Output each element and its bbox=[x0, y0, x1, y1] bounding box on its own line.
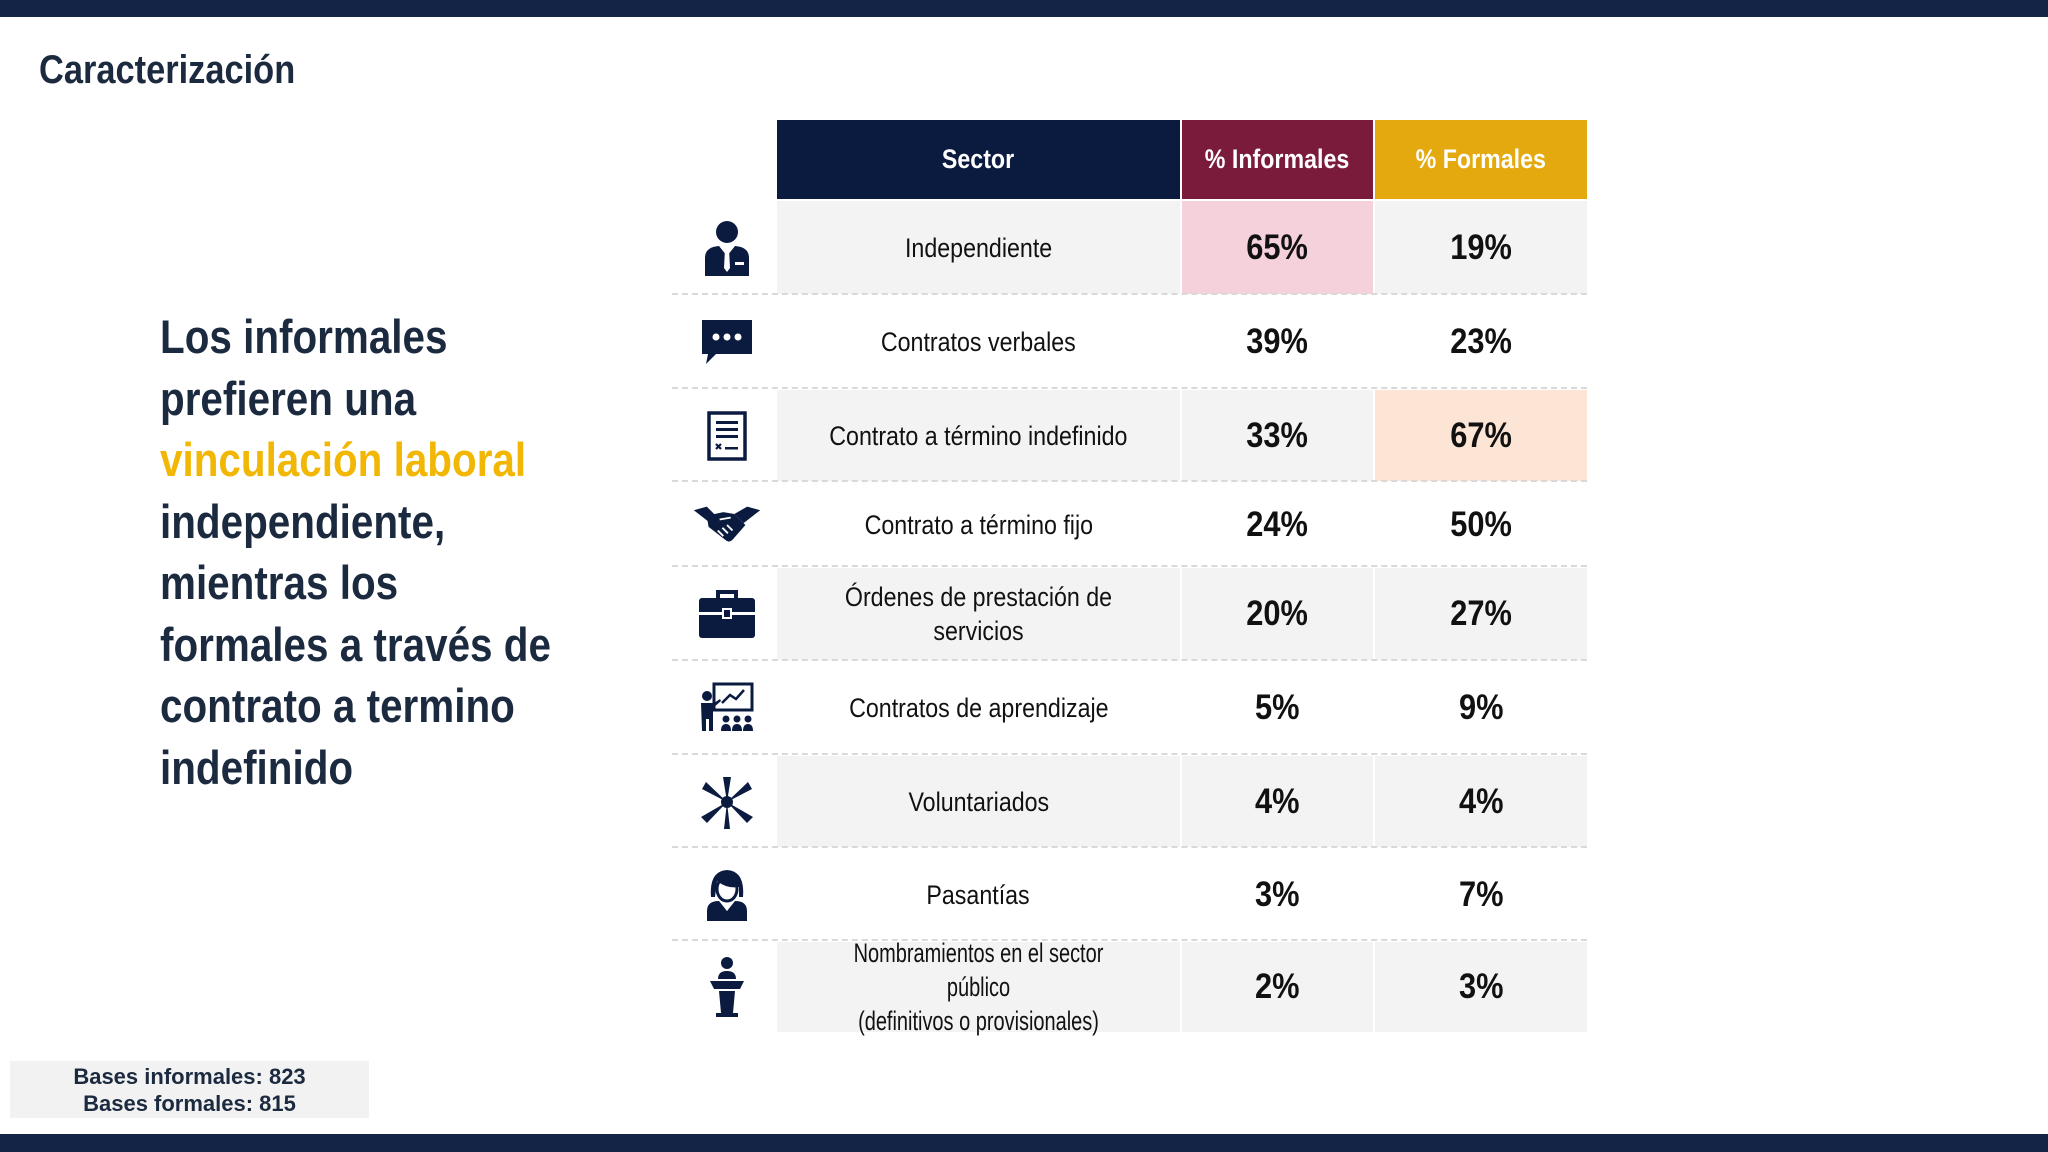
formales-cell: 9% bbox=[1458, 688, 1504, 727]
table-row: Nombramientos en el sector público (defin… bbox=[672, 938, 1587, 1036]
row-divider bbox=[672, 387, 1587, 389]
headline-line: prefieren una bbox=[160, 371, 417, 425]
formales-cell: 23% bbox=[1450, 322, 1512, 361]
row-divider bbox=[672, 565, 1587, 567]
table-row: Independiente 65% 19% bbox=[672, 201, 1587, 295]
intern-woman-icon bbox=[692, 849, 762, 940]
row-divider bbox=[672, 753, 1587, 755]
sector-cell: Órdenes de prestación de servicios bbox=[777, 568, 1180, 660]
sector-cell: Independiente bbox=[777, 201, 1180, 294]
row-divider bbox=[672, 293, 1587, 295]
headline-text: Los informales prefieren una vinculación… bbox=[160, 306, 564, 798]
header-sector: Sector bbox=[777, 120, 1180, 199]
bases-informales: Bases informales: 823 bbox=[73, 1064, 306, 1089]
header-formales: % Formales bbox=[1375, 120, 1587, 199]
table-row: Contratos verbales 39% 23% bbox=[672, 296, 1587, 389]
formales-cell: 27% bbox=[1375, 568, 1587, 660]
slide-title: Caracterización bbox=[39, 48, 296, 92]
chat-bubble-icon bbox=[692, 296, 762, 388]
formales-cell: 4% bbox=[1375, 756, 1587, 847]
row-divider bbox=[672, 939, 1587, 941]
handshake-icon bbox=[692, 483, 762, 566]
sector-cell: Contratos verbales bbox=[881, 327, 1076, 357]
sector-cell: Contrato a término fijo bbox=[864, 509, 1093, 540]
headline-line: indefinido bbox=[160, 740, 354, 794]
sector-cell: Contratos de aprendizaje bbox=[848, 693, 1109, 723]
formales-cell: 50% bbox=[1450, 504, 1512, 544]
formales-cell: 19% bbox=[1375, 201, 1587, 294]
top-accent-bar bbox=[0, 0, 2048, 17]
sector-cell: Nombramientos en el sector público (defin… bbox=[777, 938, 1180, 1036]
informales-cell: 4% bbox=[1182, 756, 1373, 847]
row-divider bbox=[672, 659, 1587, 661]
bases-formales: Bases formales: 815 bbox=[83, 1091, 296, 1116]
informales-cell: 20% bbox=[1182, 568, 1373, 660]
presentation-class-icon bbox=[692, 662, 762, 754]
headline-line: contrato a termino bbox=[160, 679, 515, 732]
informales-cell: 24% bbox=[1246, 504, 1309, 544]
headline-highlight: vinculación laboral bbox=[160, 433, 527, 486]
table-row: Pasantías 3% 7% bbox=[672, 849, 1587, 941]
row-divider bbox=[672, 480, 1587, 482]
sector-cell: Pasantías bbox=[926, 879, 1031, 910]
podium-speaker-icon bbox=[692, 942, 762, 1032]
table-row: Órdenes de prestación de servicios 20% 2… bbox=[672, 568, 1587, 661]
sector-line: Nombramientos en el sector público bbox=[853, 938, 1104, 1002]
headline-line: mientras los bbox=[160, 556, 399, 609]
sector-line: (definitivos o provisionales) bbox=[858, 1006, 1099, 1036]
briefcase-icon bbox=[692, 568, 762, 660]
header-informales: % Informales bbox=[1182, 120, 1373, 199]
formales-cell: 67% bbox=[1375, 390, 1587, 481]
formales-cell: 3% bbox=[1375, 942, 1587, 1032]
headline-line: formales a través de bbox=[160, 617, 551, 671]
informales-cell: 39% bbox=[1246, 322, 1309, 361]
informales-cell: 2% bbox=[1182, 942, 1373, 1032]
informales-cell: 5% bbox=[1255, 688, 1300, 727]
headline-line: Los informales bbox=[160, 310, 448, 363]
informales-cell: 33% bbox=[1182, 390, 1373, 481]
bottom-accent-bar bbox=[0, 1134, 2048, 1152]
informales-cell: 3% bbox=[1255, 874, 1300, 914]
sector-cell: Voluntariados bbox=[777, 756, 1180, 847]
table-row: Contrato a término indefinido 33% 67% bbox=[672, 390, 1587, 482]
sample-bases-note: Bases informales: 823 Bases formales: 81… bbox=[10, 1061, 369, 1118]
table-row: Contrato a término fijo 24% 50% bbox=[672, 483, 1587, 567]
document-contract-icon bbox=[692, 390, 762, 481]
table-row: Contratos de aprendizaje 5% 9% bbox=[672, 662, 1587, 755]
businessman-icon bbox=[692, 201, 762, 294]
table-row: Voluntariados 4% 4% bbox=[672, 756, 1587, 848]
headline-line: independiente, bbox=[160, 494, 446, 548]
informales-cell: 65% bbox=[1182, 201, 1373, 294]
volunteers-hands-icon bbox=[692, 756, 762, 847]
formales-cell: 7% bbox=[1458, 874, 1504, 914]
row-divider bbox=[672, 846, 1587, 848]
sector-cell: Contrato a término indefinido bbox=[777, 390, 1180, 481]
